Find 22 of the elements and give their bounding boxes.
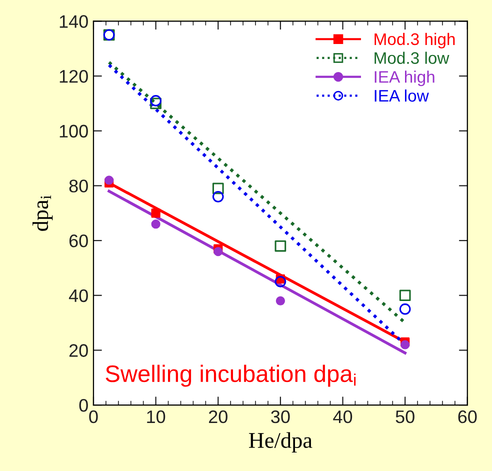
y-tick-label: 80 [69,180,88,192]
annotation: Swelling incubation dpa$_{i}$ [106,364,356,387]
x-tick-label: 40 [333,410,352,424]
y-tick-label: 120 [60,70,88,83]
x-tick-label: 0 [89,410,98,424]
y-axis-title: dpa$_{i}$ [32,195,53,231]
y-tick-label: 60 [69,234,88,248]
y-tick-label: 100 [60,124,88,138]
y-tick-label: 0 [79,398,88,412]
legend-label: IEA low [374,89,429,102]
y-tick-label: 140 [60,15,88,28]
x-axis-title: He/dpa [248,432,312,452]
legend-label: IEA high [374,70,434,86]
y-tick-label: 20 [69,344,88,357]
legend-label: Mod.3 high [374,32,455,48]
x-tick-label: 60 [458,410,477,424]
x-tick-label: 30 [271,410,290,424]
y-tick-label: 40 [68,289,88,302]
x-tick-label: 10 [147,410,166,424]
x-tick-label: 20 [208,410,228,424]
x-tick-label: 50 [396,410,414,424]
legend-label: Mod.3 low [374,52,450,64]
